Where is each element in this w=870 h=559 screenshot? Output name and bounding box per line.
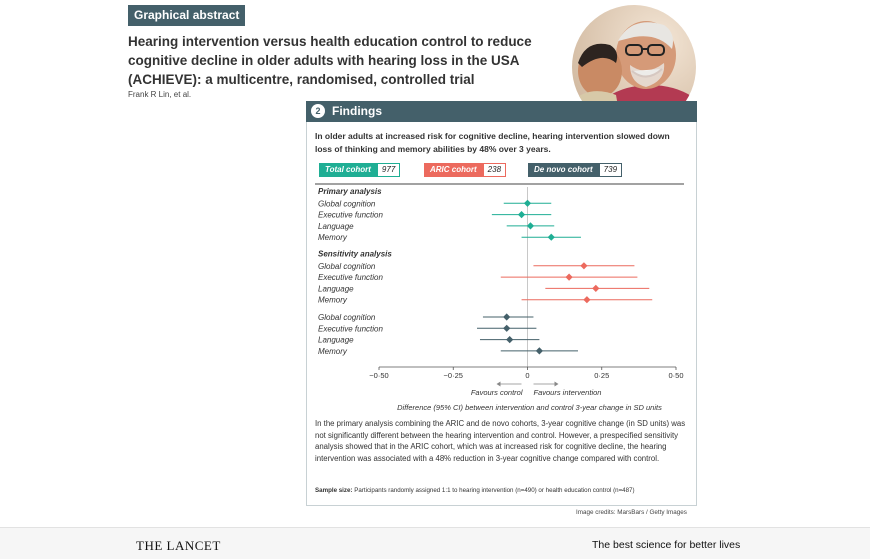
image-credits: Image credits: MarsBars / Getty Images [576, 509, 687, 516]
results-paragraph: In the primary analysis combining the AR… [315, 419, 686, 463]
group-heading: Primary analysis [318, 187, 382, 196]
sample-size-label: Sample size: [315, 487, 353, 494]
row-label: Language [318, 222, 354, 231]
sample-size-text: Participants randomly assigned 1:1 to he… [354, 487, 635, 494]
estimate-diamond [503, 313, 511, 321]
x-axis-title: Difference (95% CI) between intervention… [397, 403, 662, 412]
row-label: Memory [318, 296, 348, 305]
row-label: Executive function [318, 211, 383, 220]
row-label: Global cognition [318, 199, 376, 208]
forest-plot: −0·50 −0·25 0 0·25 0·50 Favours control Favour… [315, 183, 684, 412]
estimate-diamond [535, 347, 543, 355]
findings-header: 2 Findings [306, 101, 697, 122]
row-label: Language [318, 336, 354, 345]
favours-control-arrowhead [496, 381, 501, 387]
lancet-logo[interactable]: THE LANCET [136, 538, 221, 553]
cohort-denovo-value: 739 [598, 163, 623, 177]
tagline: The best science for better lives [592, 539, 741, 551]
cohort-aric-label: ARIC cohort [424, 163, 483, 177]
cohort-total-label: Total cohort [319, 163, 377, 177]
estimate-diamond [580, 262, 588, 270]
footer: THE LANCET The best science for better l… [0, 527, 870, 559]
cohort-total: Total cohort 977 [319, 163, 401, 177]
article-title[interactable]: Hearing intervention versus health educa… [128, 34, 532, 87]
row-label: Executive function [318, 273, 383, 282]
row-label: Global cognition [318, 313, 376, 322]
row-label: Language [318, 284, 354, 293]
cohort-aric: ARIC cohort 238 [424, 163, 507, 177]
estimate-diamond [583, 296, 591, 304]
cohort-denovo-label: De novo cohort [528, 163, 599, 177]
favours-intervention-arrowhead [554, 381, 559, 387]
estimate-diamond [526, 222, 535, 230]
cohort-aric-value: 238 [482, 163, 507, 177]
findings-panel: In older adults at increased risk for co… [306, 122, 697, 506]
graphical-abstract-badge: Graphical abstract [128, 5, 246, 26]
row-label: Memory [318, 233, 348, 242]
group-heading: Sensitivity analysis [318, 250, 392, 259]
x-axis-tick-label: −0·25 [444, 371, 463, 380]
x-axis-tick-label: −0·50 [369, 371, 388, 380]
graphical-abstract-page: Graphical abstract Hearing intervention … [0, 0, 870, 527]
cohort-denovo: De novo cohort 739 [528, 163, 623, 177]
row-label: Executive function [318, 324, 383, 333]
row-label: Global cognition [318, 262, 376, 271]
estimate-diamond [547, 233, 555, 241]
findings-summary: In older adults at increased risk for co… [315, 131, 670, 154]
estimate-diamond [523, 199, 532, 207]
findings-title: Findings [332, 104, 382, 118]
x-axis-tick-label: 0·50 [668, 371, 683, 380]
x-axis-tick-label: 0·25 [594, 371, 609, 380]
x-axis-tick-label: 0 [525, 371, 529, 380]
estimate-diamond [517, 211, 526, 219]
estimate-diamond [592, 284, 600, 292]
estimate-diamond [565, 273, 573, 281]
section-number: 2 [311, 104, 325, 118]
estimate-diamond [503, 324, 511, 332]
favours-control-label: Favours control [471, 388, 523, 397]
sample-size: Sample size: Participants randomly assig… [315, 487, 695, 494]
estimate-diamond [506, 336, 514, 344]
row-label: Memory [318, 347, 348, 356]
favours-intervention-label: Favours intervention [534, 388, 602, 397]
authors: Frank R Lin, et al. [128, 90, 192, 99]
cohort-total-value: 977 [376, 163, 401, 177]
